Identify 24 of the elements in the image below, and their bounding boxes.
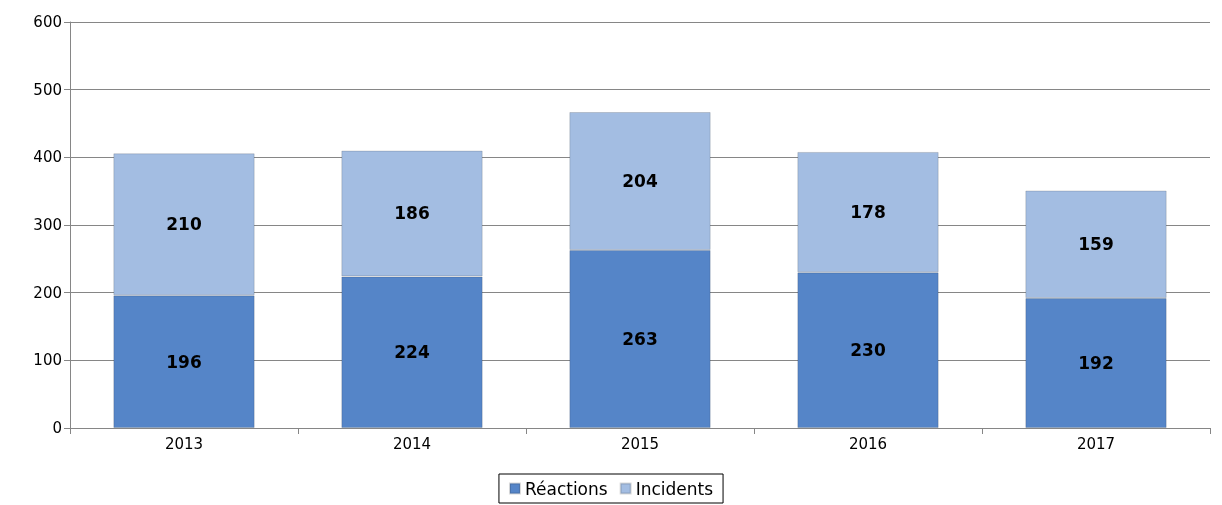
data-label: 224: [394, 342, 430, 363]
y-tick-label: 300: [33, 216, 62, 234]
y-tick-label: 0: [52, 419, 62, 437]
data-label: 186: [394, 203, 430, 224]
data-label: 210: [166, 214, 202, 235]
data-label: 192: [1078, 353, 1114, 374]
data-label: 204: [622, 171, 658, 192]
x-tick-label: 2017: [1076, 434, 1116, 453]
legend-label: Incidents: [635, 478, 714, 499]
legend-label: Réactions: [524, 478, 608, 499]
data-label: 178: [850, 202, 886, 223]
y-tick-label: 200: [33, 283, 62, 302]
data-label: 230: [850, 340, 886, 361]
data-label: 159: [1078, 234, 1114, 255]
data-label: 196: [166, 351, 202, 372]
y-tick-label: 500: [33, 80, 62, 99]
x-tick-label: 2014: [392, 434, 432, 453]
data-label: 263: [622, 329, 658, 350]
x-tick-label: 2015: [620, 434, 660, 453]
x-tick-label: 2016: [848, 434, 888, 453]
y-tick-label: 600: [33, 13, 62, 31]
y-tick-label: 400: [33, 148, 62, 167]
x-tick-label: 2013: [164, 434, 204, 453]
y-tick-label: 100: [33, 351, 62, 370]
